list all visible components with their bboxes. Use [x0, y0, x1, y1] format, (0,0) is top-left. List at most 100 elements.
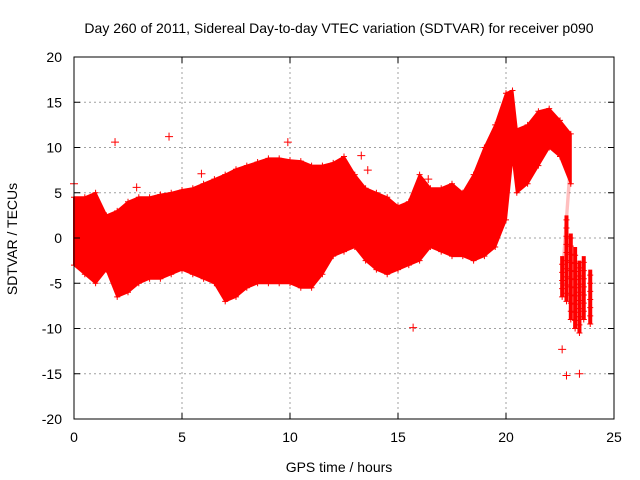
main-data-band-edge-marker	[168, 271, 175, 278]
main-data-band-edge-marker	[330, 159, 337, 166]
end-cluster-marker	[567, 243, 574, 250]
x-axis-label: GPS time / hours	[286, 459, 393, 475]
main-data-band-edge-marker	[243, 162, 250, 169]
main-data-band-edge-marker	[146, 194, 153, 201]
end-cluster-marker	[559, 277, 566, 284]
main-data-band-edge-marker	[92, 280, 99, 287]
end-cluster-marker	[559, 285, 566, 292]
end-cluster-marker	[576, 321, 583, 328]
main-data-band-edge-marker	[287, 280, 293, 287]
main-data-band-edge-marker	[395, 266, 401, 273]
main-data-band-edge-marker	[405, 262, 412, 269]
end-cluster-marker	[563, 249, 570, 256]
main-data-band-edge-marker	[438, 248, 445, 255]
main-data-band-edge-marker	[449, 253, 455, 260]
main-data-band-edge-marker	[276, 155, 283, 162]
main-data-band-edge-marker	[546, 144, 553, 151]
end-cluster-marker	[576, 273, 583, 280]
main-data-band-edge-marker	[438, 185, 445, 192]
main-data-band-edge-marker	[222, 171, 229, 178]
outlier-point	[283, 138, 292, 147]
x-tick-label: 15	[390, 429, 406, 445]
data-band	[71, 87, 594, 337]
end-cluster-marker	[567, 259, 574, 266]
x-tick-label: 0	[70, 429, 78, 445]
y-tick-label: -20	[42, 411, 62, 427]
main-data-band-edge-marker	[481, 253, 488, 260]
end-cluster-marker	[576, 330, 583, 337]
end-cluster-marker	[563, 273, 570, 280]
end-cluster-marker	[587, 296, 594, 303]
main-data-band-edge-marker	[179, 187, 185, 194]
end-cluster-marker	[567, 292, 574, 299]
main-data-band-edge-marker	[503, 90, 509, 97]
outlier-point	[424, 175, 433, 184]
main-data-band-edge-marker	[503, 216, 509, 223]
main-data-band-edge-marker	[416, 257, 423, 264]
outlier-point	[409, 323, 418, 332]
end-cluster-marker	[576, 264, 583, 271]
main-data-band-edge-marker	[341, 153, 347, 160]
main-data-band-edge-marker	[449, 180, 455, 187]
main-data-band-edge-marker	[103, 266, 110, 273]
end-cluster-marker	[563, 241, 570, 248]
end-cluster-marker	[580, 308, 587, 315]
main-data-band-edge-marker	[81, 194, 88, 201]
end-cluster-marker	[567, 308, 574, 315]
main-data-band-edge-marker	[524, 121, 531, 128]
main-data-band-edge-marker	[459, 253, 466, 260]
main-data-band-edge-marker	[373, 266, 380, 273]
end-cluster-marker	[567, 267, 574, 274]
main-data-band-edge-marker	[330, 253, 337, 260]
outlier-point	[562, 371, 571, 380]
main-data-band-edge-marker	[513, 189, 520, 196]
main-data-band-edge-marker	[243, 284, 250, 291]
main-data-band-edge-marker	[297, 284, 304, 291]
x-tick-label: 20	[498, 429, 514, 445]
main-data-band-edge-marker	[384, 271, 391, 278]
y-tick-label: -5	[50, 275, 63, 291]
main-data-band-edge-marker	[557, 153, 563, 160]
main-data-band-edge-marker	[125, 289, 131, 296]
main-data-band-edge-marker	[265, 155, 272, 162]
end-cluster-marker	[572, 268, 579, 275]
end-cluster-marker	[572, 292, 579, 299]
end-cluster-marker	[563, 233, 570, 240]
end-cluster-marker	[567, 283, 574, 290]
end-cluster-marker	[563, 298, 570, 305]
main-data-band-edge-marker	[146, 275, 153, 282]
end-cluster-marker	[580, 259, 587, 266]
main-data-band-edge-marker	[114, 293, 121, 300]
end-cluster-marker	[563, 225, 570, 232]
main-data-band-edge-marker	[233, 166, 239, 173]
outlier-point	[575, 369, 584, 378]
end-cluster-marker	[563, 290, 570, 297]
main-data-band-edge-marker	[308, 162, 315, 169]
main-data-band-edge-marker	[351, 244, 358, 251]
outlier-point	[357, 151, 366, 160]
main-data-band-edge-marker	[254, 158, 261, 165]
outlier-point	[111, 138, 120, 147]
x-tick-label: 10	[282, 429, 298, 445]
end-cluster-marker	[567, 300, 574, 307]
main-data-band-edge-marker	[351, 171, 358, 178]
main-data-band-edge-marker	[135, 280, 142, 287]
end-cluster-marker	[580, 316, 587, 323]
end-cluster-marker	[576, 305, 583, 312]
end-cluster-marker	[580, 267, 587, 274]
main-data-band-edge-marker	[254, 280, 261, 287]
main-data-band-edge-marker	[492, 121, 499, 128]
x-tick-label: 5	[178, 429, 186, 445]
end-cluster-marker	[559, 269, 566, 276]
end-cluster-marker	[587, 320, 594, 327]
end-cluster-marker	[572, 260, 579, 267]
main-data-band-edge-marker	[427, 185, 434, 192]
end-cluster-marker	[567, 251, 574, 258]
main-data-band-edge-marker	[200, 275, 207, 282]
end-cluster-marker	[580, 300, 587, 307]
main-data-band-edge-marker	[481, 144, 488, 151]
main-data-band-edge-marker	[125, 198, 131, 205]
end-cluster-marker	[587, 304, 594, 311]
end-cluster-marker	[587, 280, 594, 287]
main-data-band-edge-marker	[395, 203, 401, 210]
